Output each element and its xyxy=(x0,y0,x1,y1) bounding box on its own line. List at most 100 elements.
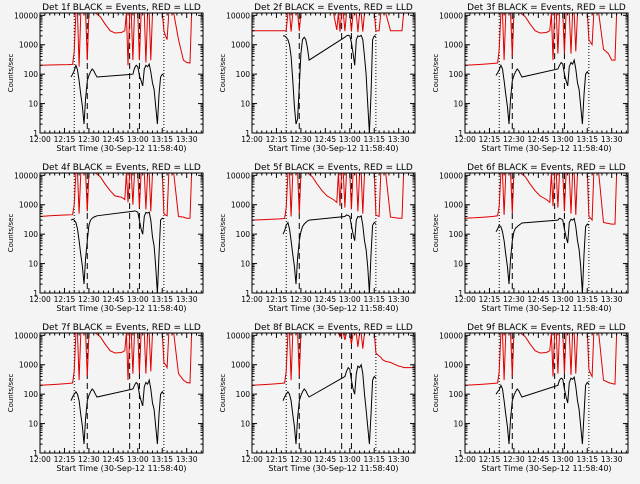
x-tick-label: 12:30 xyxy=(290,295,312,304)
lld-series-line xyxy=(465,173,628,225)
x-tick-label: 12:15 xyxy=(479,295,501,304)
chart-title: Det 4f BLACK = Events, RED = LLD xyxy=(42,163,201,173)
y-tick-label: 1 xyxy=(33,289,38,298)
x-tick-label: 12:15 xyxy=(54,135,76,144)
y-tick-label: 10 xyxy=(28,260,38,269)
x-tick-label: 12:00 xyxy=(29,455,51,464)
events-series-line xyxy=(282,363,377,445)
chart-title: Det 2f BLACK = Events, RED = LLD xyxy=(254,3,413,13)
x-tick-label: 12:00 xyxy=(454,295,476,304)
x-tick-label: 13:15 xyxy=(151,135,173,144)
x-tick-label: 12:30 xyxy=(503,295,525,304)
x-tick-label: 13:00 xyxy=(339,135,361,144)
plot-frame xyxy=(39,172,204,294)
y-tick-label: 10000 xyxy=(439,11,463,20)
plot-area xyxy=(465,333,628,445)
x-tick-label: 13:00 xyxy=(552,135,574,144)
y-tick-label: 10 xyxy=(453,260,463,269)
y-tick-label: 1000 xyxy=(444,201,463,210)
y-axis-label: Counts/sec xyxy=(7,374,15,413)
x-tick-label: 13:30 xyxy=(176,295,198,304)
x-tick-label: 13:00 xyxy=(339,295,361,304)
y-tick-label: 10000 xyxy=(226,11,250,20)
x-tick-label: 13:15 xyxy=(363,455,385,464)
y-tick-label: 10 xyxy=(453,100,463,109)
x-tick-label: 13:00 xyxy=(127,295,149,304)
chart-panel-2: Det 2f BLACK = Events, RED = LLD 1 10 100 10… xyxy=(219,3,416,153)
plot-area xyxy=(252,13,415,133)
y-tick-label: 10000 xyxy=(226,171,250,180)
plot-frame xyxy=(251,12,416,134)
x-tick-label: 12:30 xyxy=(503,135,525,144)
x-tick-label: 13:15 xyxy=(576,455,598,464)
x-tick-label: 13:30 xyxy=(601,455,623,464)
plot-frame xyxy=(464,12,629,134)
plot-area xyxy=(40,333,203,445)
plot-area xyxy=(465,13,628,125)
x-tick-label: 12:30 xyxy=(78,295,100,304)
y-tick-label: 10000 xyxy=(14,331,38,340)
x-axis-label: Start Time (30-Sep-12 11:58:40) xyxy=(56,464,186,473)
x-tick-label: 12:15 xyxy=(266,455,288,464)
x-axis-label: Start Time (30-Sep-12 11:58:40) xyxy=(268,144,398,153)
events-series-line xyxy=(495,217,590,293)
x-tick-label: 13:15 xyxy=(363,135,385,144)
x-tick-label: 12:45 xyxy=(315,455,337,464)
x-axis-label: Start Time (30-Sep-12 11:58:40) xyxy=(268,464,398,473)
y-tick-label: 100 xyxy=(236,70,251,79)
y-tick-label: 1000 xyxy=(444,361,463,370)
lld-series-line xyxy=(252,333,415,386)
y-tick-label: 1 xyxy=(458,129,463,138)
x-tick-label: 13:30 xyxy=(176,455,198,464)
y-tick-label: 1 xyxy=(458,449,463,458)
chart-panel-3: Det 3f BLACK = Events, RED = LLD 1 10 100 10… xyxy=(432,3,629,153)
x-axis-label: Start Time (30-Sep-12 11:58:40) xyxy=(56,144,186,153)
y-tick-label: 100 xyxy=(449,390,464,399)
y-axis-label: Counts/sec xyxy=(7,54,15,93)
y-tick-label: 10000 xyxy=(439,171,463,180)
y-tick-label: 10 xyxy=(453,420,463,429)
y-tick-label: 10 xyxy=(240,260,250,269)
chart-panel-6: Det 6f BLACK = Events, RED = LLD 1 10 100 10… xyxy=(432,163,629,313)
y-axis-label: Counts/sec xyxy=(7,214,15,253)
plot-area xyxy=(252,333,415,445)
x-tick-label: 13:30 xyxy=(176,135,198,144)
y-axis-label: Counts/sec xyxy=(432,214,440,253)
x-tick-label: 13:30 xyxy=(601,135,623,144)
chart-panel-1: Det 1f BLACK = Events, RED = LLD 1 10 100 10… xyxy=(7,3,204,153)
y-tick-label: 1 xyxy=(458,289,463,298)
events-series-line xyxy=(495,58,590,125)
y-tick-label: 1 xyxy=(245,289,250,298)
x-tick-label: 13:15 xyxy=(576,135,598,144)
x-axis-label: Start Time (30-Sep-12 11:58:40) xyxy=(56,304,186,313)
x-tick-label: 12:30 xyxy=(78,455,100,464)
y-tick-label: 100 xyxy=(449,230,464,239)
y-tick-label: 1000 xyxy=(19,41,38,50)
y-tick-label: 10000 xyxy=(439,331,463,340)
x-tick-label: 13:30 xyxy=(388,295,410,304)
y-axis-label: Counts/sec xyxy=(219,374,227,413)
x-tick-label: 12:15 xyxy=(479,135,501,144)
x-tick-label: 12:00 xyxy=(241,295,263,304)
x-tick-label: 13:30 xyxy=(388,455,410,464)
lld-series-line xyxy=(40,13,203,67)
x-tick-label: 12:15 xyxy=(54,295,76,304)
y-tick-label: 1 xyxy=(33,449,38,458)
events-series-line xyxy=(70,378,165,445)
chart-panel-8: Det 8f BLACK = Events, RED = LLD 1 10 100 10… xyxy=(219,323,416,473)
y-tick-label: 1000 xyxy=(19,361,38,370)
x-tick-label: 12:00 xyxy=(241,135,263,144)
x-tick-label: 12:00 xyxy=(29,135,51,144)
y-tick-label: 100 xyxy=(24,390,39,399)
plot-area xyxy=(40,13,203,125)
y-axis-label: Counts/sec xyxy=(432,374,440,413)
x-tick-label: 12:15 xyxy=(54,455,76,464)
chart-title: Det 9f BLACK = Events, RED = LLD xyxy=(467,323,626,333)
x-tick-label: 13:15 xyxy=(151,295,173,304)
lld-series-line xyxy=(252,173,415,221)
x-axis-label: Start Time (30-Sep-12 11:58:40) xyxy=(481,304,611,313)
x-tick-label: 13:30 xyxy=(601,295,623,304)
y-tick-label: 100 xyxy=(24,70,39,79)
chart-panel-5: Det 5f BLACK = Events, RED = LLD 1 10 100 10… xyxy=(219,163,416,313)
